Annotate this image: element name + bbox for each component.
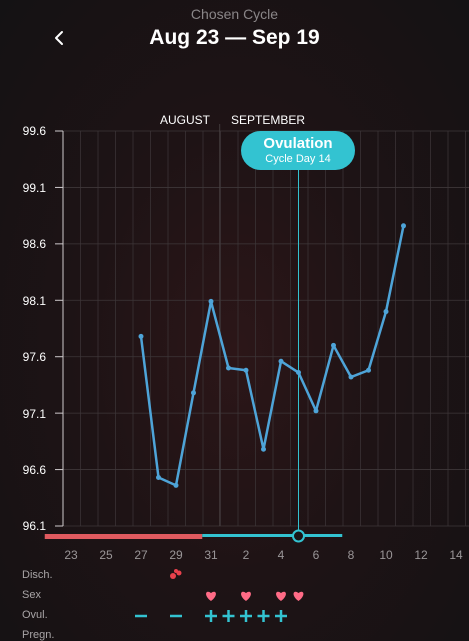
row-label-ovulation: Ovul. [22, 609, 48, 621]
temperature-point [191, 390, 196, 396]
temperature-point [313, 408, 319, 414]
x-tick-label: 25 [99, 548, 113, 562]
x-tick-label: 10 [379, 548, 393, 562]
temperature-point [401, 223, 406, 229]
ovulation-marker[interactable]: Ovulation Cycle Day 14 [241, 131, 355, 170]
x-tick-label: 23 [64, 548, 78, 562]
heart-icon [276, 591, 286, 601]
ovulation-subtitle: Cycle Day 14 [265, 153, 331, 165]
temperature-point [156, 474, 161, 480]
temperature-point [261, 446, 266, 452]
temperature-point [331, 342, 336, 348]
temperature-point [173, 482, 179, 488]
y-tick-label: 99.1 [22, 181, 46, 195]
x-tick-label: 12 [414, 548, 428, 562]
fertile-window-bar [202, 534, 343, 537]
temperature-point [243, 367, 249, 373]
y-tick-label: 98.1 [22, 294, 46, 308]
ovulation-title: Ovulation [263, 135, 333, 152]
y-tick-label: 98.6 [22, 237, 46, 251]
temperature-line [139, 225, 405, 487]
x-tick-label: 27 [134, 548, 148, 562]
y-tick-label: 96.1 [22, 519, 46, 533]
x-tick-label: 8 [347, 548, 355, 562]
row-label-sex: Sex [22, 589, 41, 601]
x-tick-label: 29 [169, 548, 183, 562]
temperature-point [366, 367, 371, 373]
heart-icon [206, 591, 216, 601]
discharge-drops-icon [170, 569, 182, 579]
y-tick-label: 97.1 [22, 407, 46, 421]
temperature-point [383, 309, 389, 315]
period-bar [44, 534, 203, 539]
y-tick-label: 99.6 [22, 124, 46, 138]
chevron-left-icon [55, 31, 63, 45]
heart-icon [241, 591, 251, 601]
temperature-point [226, 365, 231, 371]
month-label-september: SEPTEMBER [231, 113, 306, 127]
x-tick-label: 14 [449, 548, 463, 562]
temperature-point [278, 358, 284, 364]
temperature-point [138, 333, 144, 339]
y-tick-label: 96.6 [22, 463, 46, 477]
back-button[interactable] [46, 22, 74, 54]
heart-icon [293, 591, 304, 601]
header-subtitle: Chosen Cycle [190, 6, 279, 22]
temperature-point [208, 298, 214, 304]
temperature-point [348, 374, 354, 380]
ovulation-day-handle[interactable] [292, 529, 305, 543]
x-tick-label: 4 [277, 548, 285, 562]
month-label-august: AUGUST [160, 113, 211, 127]
row-label-discharge: Disch. [22, 569, 53, 581]
row-label-pregnancy: Pregn. [22, 629, 55, 641]
x-tick-label: 6 [312, 548, 320, 562]
temperature-point [296, 370, 301, 376]
x-tick-label: 31 [204, 548, 218, 562]
x-tick-label: 2 [242, 548, 250, 562]
y-tick-label: 97.6 [22, 350, 46, 364]
page-title: Aug 23 — Sep 19 [149, 26, 320, 49]
